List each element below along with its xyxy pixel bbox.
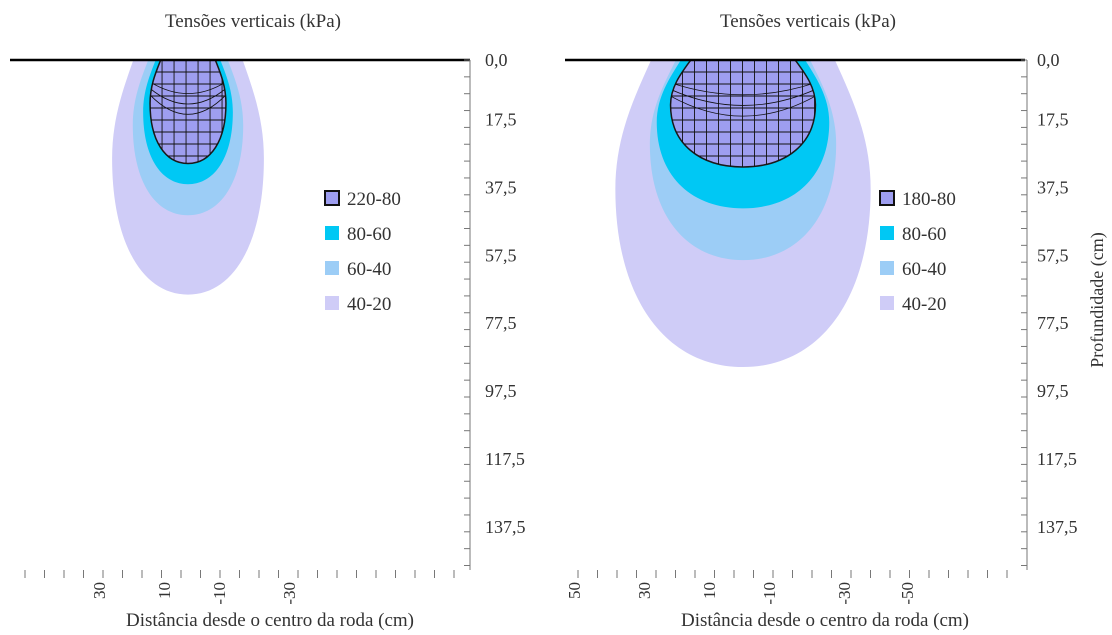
x-tick-label: 10: [155, 582, 174, 599]
legend-swatch: [879, 190, 895, 206]
right-chart-title: Tensões verticais (kPa): [720, 11, 896, 32]
y-tick-label: 77,5: [485, 313, 517, 333]
legend-label: 180-80: [902, 189, 956, 210]
legend-item-40-20: 40-20: [880, 294, 946, 315]
y-tick-label: 97,5: [485, 381, 517, 401]
legend-label: 40-20: [902, 294, 946, 315]
right-x-axis: 50 30 10 -10 -30 -50: [565, 570, 1008, 605]
legend-swatch: [325, 261, 339, 275]
x-tick-label: -10: [210, 582, 229, 605]
right-legend: 180-80 80-60 60-40 40-20: [879, 189, 956, 315]
y-tick-label: 137,5: [1037, 517, 1078, 537]
right-hatch-grid: [670, 60, 816, 167]
right-x-axis-label: Distância desde o centro da roda (cm): [681, 610, 969, 631]
y-tick-label: 77,5: [1037, 313, 1069, 333]
y-tick-label: 137,5: [485, 517, 526, 537]
left-x-axis: 30 10 -10 -30: [24, 570, 455, 605]
right-chart: Tensões verticais (kPa) 180-80 80-60 60-40…: [565, 11, 1108, 631]
contour-220-80: [149, 59, 227, 165]
x-tick-label: -10: [760, 582, 779, 605]
right-y-axis: 0,0 17,5 37,5 57,5 77,5 97,5 117,5 137,5: [1021, 50, 1078, 570]
left-contours: [112, 59, 264, 295]
right-y-axis-label: Profundidade (cm): [1087, 232, 1108, 367]
x-tick-label: 30: [635, 582, 654, 599]
hatch-lines: [670, 60, 816, 167]
legend-item-80-60: 80-60: [325, 224, 391, 245]
y-tick-label: 37,5: [485, 177, 517, 197]
legend-item-40-20: 40-20: [325, 294, 391, 315]
legend-swatch: [880, 296, 894, 310]
left-y-axis: 0,0 17,5 37,5 57,5 77,5 97,5 117,5 137,5: [464, 50, 526, 570]
x-tick-label: -50: [898, 582, 917, 605]
x-tick-label: -30: [835, 582, 854, 605]
x-tick-label: 10: [700, 582, 719, 599]
legend-item-60-40: 60-40: [325, 259, 391, 280]
legend-label: 220-80: [347, 189, 401, 210]
y-tick-label: 17,5: [1037, 109, 1069, 129]
legend-label: 80-60: [902, 224, 946, 245]
x-tick-label: 50: [565, 582, 584, 599]
y-tick-label: 117,5: [1037, 449, 1077, 469]
y-tick-label: 0,0: [1037, 50, 1060, 70]
y-tick-label: 0,0: [485, 50, 508, 70]
legend-item-180-80: 180-80: [879, 189, 956, 210]
y-tick-label: 117,5: [485, 449, 525, 469]
x-tick-label: -30: [280, 582, 299, 605]
left-chart-title: Tensões verticais (kPa): [165, 11, 341, 32]
legend-item-220-80: 220-80: [324, 189, 401, 210]
y-tick-label: 57,5: [1037, 245, 1069, 265]
left-x-axis-label: Distância desde o centro da roda (cm): [126, 610, 414, 631]
y-tick-label: 17,5: [485, 109, 517, 129]
y-tick-label: 97,5: [1037, 381, 1069, 401]
left-legend: 220-80 80-60 60-40 40-20: [324, 189, 401, 315]
legend-swatch: [880, 226, 894, 240]
x-tick-label: 30: [90, 582, 109, 599]
y-tick-label: 57,5: [485, 245, 517, 265]
legend-swatch: [880, 261, 894, 275]
legend-item-60-40: 60-40: [880, 259, 946, 280]
legend-swatch: [324, 190, 340, 206]
legend-label: 60-40: [347, 259, 391, 280]
legend-item-80-60: 80-60: [880, 224, 946, 245]
legend-label: 80-60: [347, 224, 391, 245]
legend-swatch: [325, 226, 339, 240]
legend-swatch: [325, 296, 339, 310]
y-tick-label: 37,5: [1037, 177, 1069, 197]
legend-label: 60-40: [902, 259, 946, 280]
legend-label: 40-20: [347, 294, 391, 315]
left-chart: Tensões verticais (kPa) 220-80 80-60 60-40…: [10, 11, 526, 631]
